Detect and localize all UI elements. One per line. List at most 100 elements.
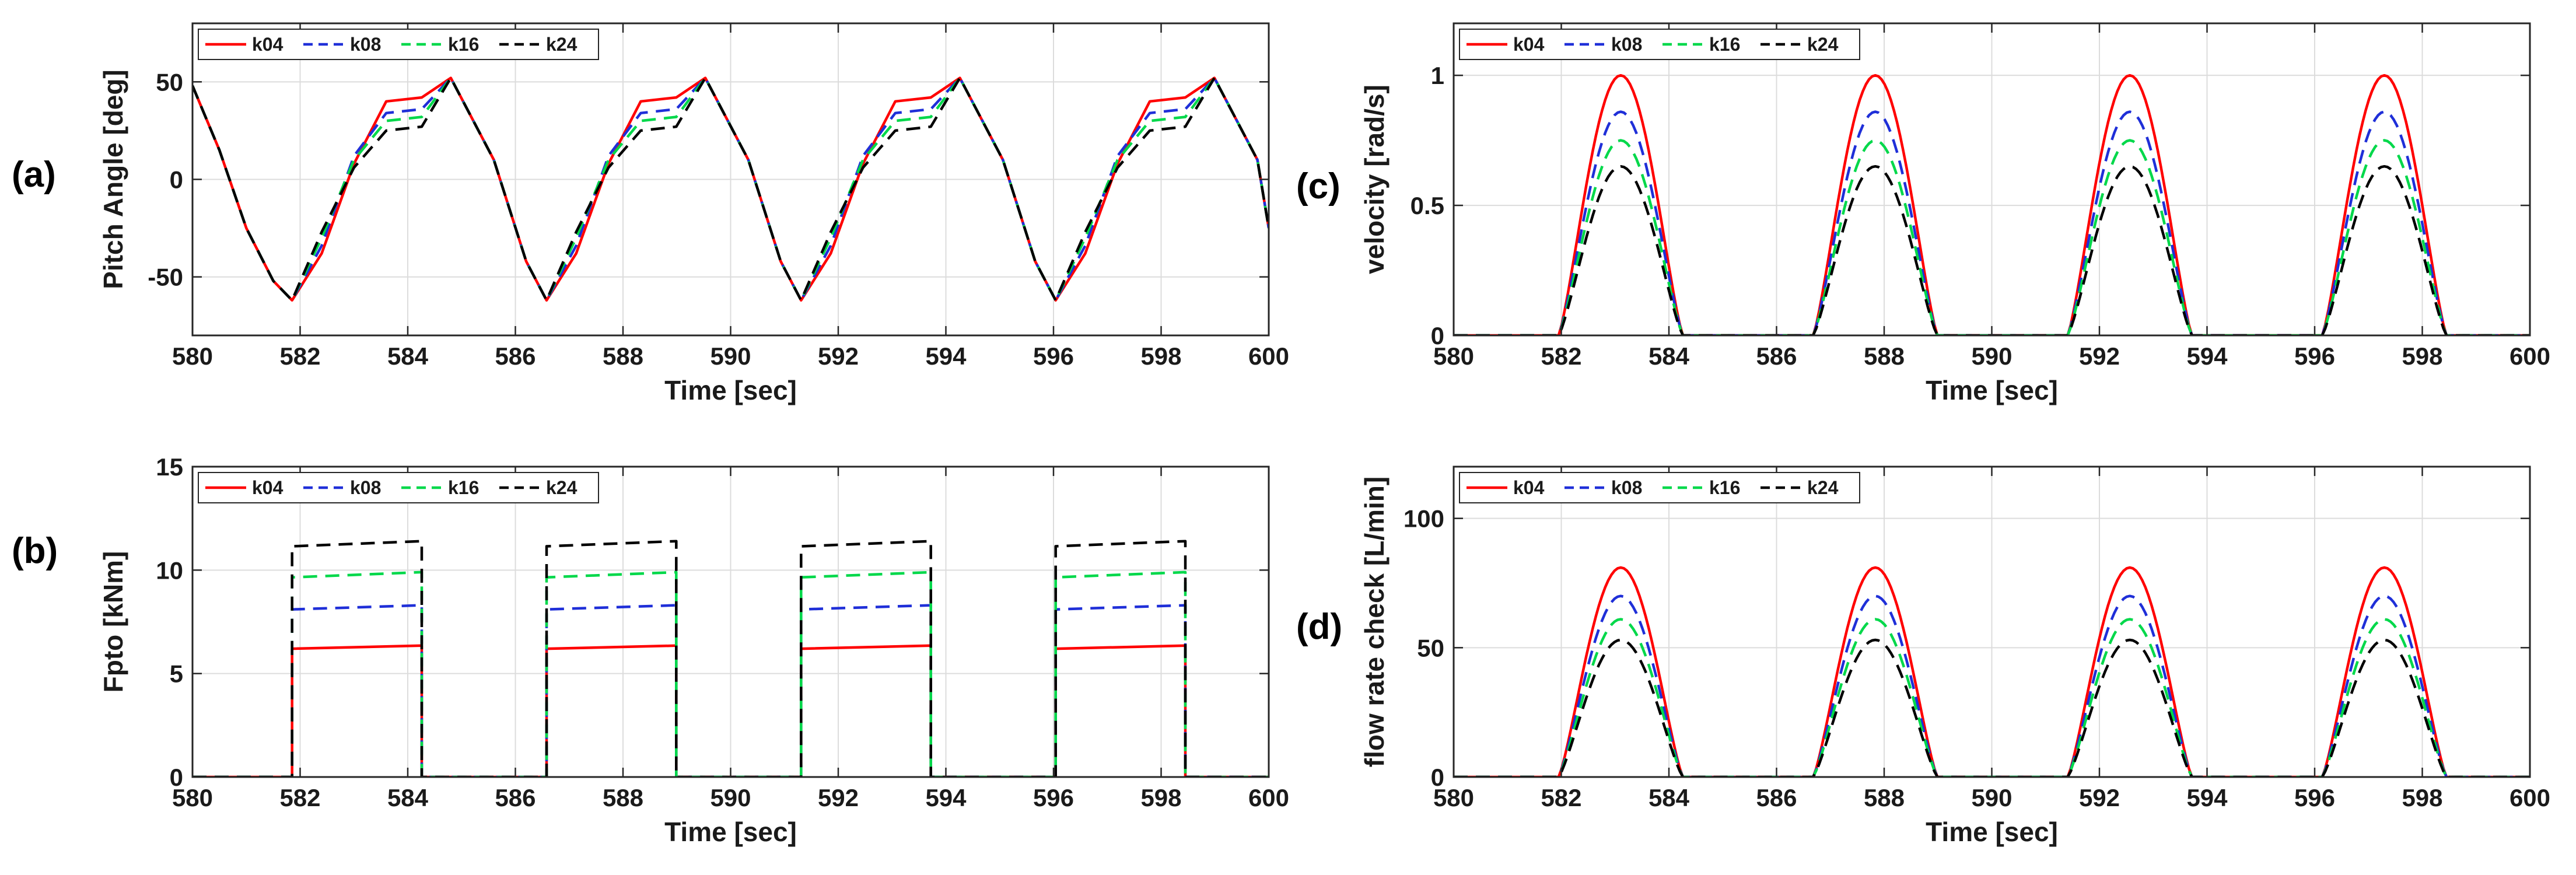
y-tick-label: 15: [156, 453, 183, 481]
series-line-k04: [192, 76, 1269, 302]
x-tick-label: 598: [1140, 342, 1181, 370]
x-tick-label: 580: [172, 784, 213, 811]
x-tick-label: 596: [2294, 784, 2335, 811]
x-tick-label: 590: [1971, 784, 2012, 811]
x-tick-label: 584: [387, 784, 429, 811]
legend-label-k24: k24: [546, 34, 578, 55]
x-tick-label: 590: [710, 784, 751, 811]
y-tick-label: 0: [1431, 322, 1444, 349]
panel-label: (c): [1296, 166, 1340, 206]
x-tick-label: 586: [495, 342, 536, 370]
y-tick-label: 100: [1404, 505, 1444, 533]
series-line-k04: [1454, 566, 2530, 777]
x-tick-label: 586: [1756, 342, 1797, 370]
x-tick-label: 588: [1864, 784, 1905, 811]
y-tick-label: 0: [1431, 764, 1444, 791]
panel-label: (b): [12, 531, 58, 571]
series-line-k04: [192, 644, 1269, 777]
legend-label-k16: k16: [448, 34, 479, 55]
x-tick-label: 592: [818, 784, 859, 811]
series-line-k24: [192, 540, 1269, 777]
x-axis-title: Time [sec]: [1926, 375, 2058, 405]
x-tick-label: 592: [818, 342, 859, 370]
x-tick-label: 582: [279, 342, 320, 370]
x-tick-label: 594: [925, 784, 967, 811]
legend-label-k08: k08: [350, 34, 381, 55]
y-tick-label: 50: [1417, 634, 1444, 662]
x-axis-title: Time [sec]: [1926, 817, 2058, 847]
x-tick-label: 600: [1248, 342, 1289, 370]
legend: k04 k08 k16 k24: [198, 29, 599, 60]
legend-label-k16: k16: [448, 477, 479, 498]
y-tick-label: 5: [170, 660, 183, 688]
x-tick-label: 596: [1033, 784, 1074, 811]
x-tick-label: 600: [1248, 784, 1289, 811]
legend-label-k16: k16: [1709, 477, 1740, 498]
x-tick-label: 584: [1648, 342, 1690, 370]
legend: k04 k08 k16 k24: [1459, 472, 1860, 503]
x-axis-title: Time [sec]: [664, 817, 797, 847]
legend: k04 k08 k16 k24: [198, 472, 599, 503]
x-axis-title: Time [sec]: [664, 375, 797, 405]
y-tick-label: 0: [170, 166, 183, 194]
x-tick-label: 588: [603, 342, 643, 370]
x-tick-label: 592: [2079, 342, 2120, 370]
series-line-k08: [1454, 110, 2530, 335]
legend-label-k16: k16: [1709, 34, 1740, 55]
x-tick-label: 582: [1541, 784, 1581, 811]
legend-label-k04: k04: [1513, 477, 1545, 498]
x-tick-label: 590: [710, 342, 751, 370]
series-line-k16: [1454, 618, 2530, 777]
x-tick-label: 580: [1433, 784, 1474, 811]
y-tick-label: 10: [156, 556, 183, 584]
y-tick-label: 0.5: [1410, 192, 1444, 219]
x-tick-label: 598: [1140, 784, 1181, 811]
y-tick-label: -50: [148, 264, 183, 291]
x-tick-label: 598: [2402, 342, 2442, 370]
legend: k04 k08 k16 k24: [1459, 29, 1860, 60]
series-line-k16: [192, 570, 1269, 777]
x-tick-label: 596: [2294, 342, 2335, 370]
chart-panel-2: 580 582 584 586 588 590 592 594 596 598 600 0 0.5 1 Ti…: [1296, 22, 2550, 405]
y-axis-title: Pitch Angle [deg]: [98, 69, 128, 289]
chart-panel-0: 580 582 584 586 588 590 592 594 596 598 600 -50 0 50 T…: [12, 22, 1289, 405]
series-line-k16: [192, 76, 1269, 302]
x-tick-label: 598: [2402, 784, 2442, 811]
y-axis-title: velocity [rad/s]: [1359, 85, 1390, 274]
legend-label-k24: k24: [1807, 34, 1839, 55]
legend-label-k24: k24: [546, 477, 578, 498]
series-line-k24: [1454, 638, 2530, 777]
x-tick-label: 580: [172, 342, 213, 370]
series-line-k08: [192, 604, 1269, 777]
x-tick-label: 594: [925, 342, 967, 370]
x-tick-label: 582: [1541, 342, 1581, 370]
x-tick-label: 592: [2079, 784, 2120, 811]
series-line-k04: [1454, 74, 2530, 335]
legend-label-k08: k08: [1611, 34, 1642, 55]
series-line-k24: [192, 76, 1269, 302]
x-tick-label: 596: [1033, 342, 1074, 370]
series-line-k24: [1454, 164, 2530, 335]
legend-label-k08: k08: [1611, 477, 1642, 498]
chart-panel-3: 580 582 584 586 588 590 592 594 596 598 600 0 50 100 T…: [1296, 466, 2550, 847]
y-axis-title: flow rate check [L/min]: [1359, 477, 1390, 767]
legend-label-k24: k24: [1807, 477, 1839, 498]
y-tick-label: 50: [156, 68, 183, 96]
x-tick-label: 600: [2510, 784, 2550, 811]
panel-label: (d): [1296, 607, 1342, 647]
y-tick-label: 1: [1431, 62, 1444, 89]
x-tick-label: 582: [279, 784, 320, 811]
legend-label-k04: k04: [252, 477, 284, 498]
x-tick-label: 588: [603, 784, 643, 811]
x-tick-label: 594: [2186, 784, 2228, 811]
series-line-k08: [1454, 594, 2530, 777]
x-tick-label: 580: [1433, 342, 1474, 370]
chart-panel-1: 580 582 584 586 588 590 592 594 596 598 600 0 5 10 15 T…: [12, 453, 1289, 847]
legend-label-k04: k04: [1513, 34, 1545, 55]
x-tick-label: 584: [387, 342, 429, 370]
y-tick-label: 0: [170, 764, 183, 791]
x-tick-label: 584: [1648, 784, 1690, 811]
x-tick-label: 590: [1971, 342, 2012, 370]
x-tick-label: 600: [2510, 342, 2550, 370]
